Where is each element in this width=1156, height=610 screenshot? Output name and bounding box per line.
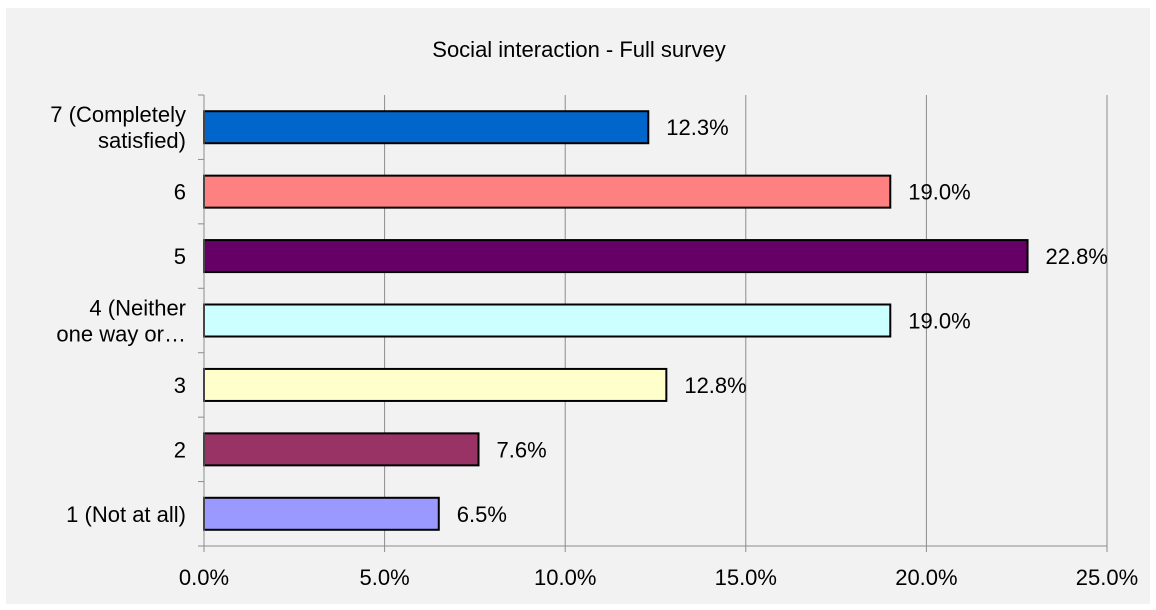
labels: 0.0% 5.0% 10.0% 15.0% 20.0% 25.0% 12.3% 7 (Comp…	[50, 102, 1138, 590]
x-tick-label: 25.0%	[1076, 565, 1138, 590]
bar	[203, 496, 440, 531]
category-label-line: 1 (Not at all)	[66, 502, 186, 527]
category-label-line: one way or…	[56, 322, 186, 347]
bar	[203, 174, 892, 209]
data-label: 6.5%	[457, 502, 507, 527]
data-label: 7.6%	[497, 437, 547, 462]
category-label-line: 3	[174, 373, 186, 398]
category-label: 2	[174, 437, 186, 462]
data-label: 19.0%	[908, 180, 970, 205]
category-label: 1 (Not at all)	[66, 502, 186, 527]
x-tick-label: 5.0%	[360, 565, 410, 590]
bars	[203, 110, 1029, 531]
x-tick-label: 20.0%	[895, 565, 957, 590]
category-label-line: 5	[174, 244, 186, 269]
bar	[203, 367, 668, 402]
data-label: 22.8%	[1046, 244, 1108, 269]
category-label-line: 2	[174, 437, 186, 462]
category-label-line: 4 (Neither	[89, 296, 186, 321]
bar	[203, 303, 892, 338]
x-tick-label: 15.0%	[715, 565, 777, 590]
bar	[203, 110, 650, 145]
category-label: 7 (Completely satisfied)	[50, 102, 186, 153]
category-label-line: 6	[174, 180, 186, 205]
category-label: 3	[174, 373, 186, 398]
chart-area: Social interaction - Full survey 0.0% 5.0…	[6, 8, 1150, 604]
category-label: 4 (Neither one way or…	[56, 296, 186, 347]
category-label: 5	[174, 244, 186, 269]
category-label-line: satisfied)	[98, 128, 186, 153]
data-label: 19.0%	[908, 309, 970, 334]
x-tick-label: 0.0%	[179, 565, 229, 590]
bar-chart: Social interaction - Full survey 0.0% 5.0…	[50, 37, 1138, 590]
data-label: 12.8%	[684, 373, 746, 398]
category-label: 6	[174, 180, 186, 205]
x-tick-label: 10.0%	[534, 565, 596, 590]
bar	[203, 239, 1029, 274]
bar	[203, 432, 480, 467]
chart-title: Social interaction - Full survey	[432, 37, 725, 62]
category-label-line: 7 (Completely	[50, 102, 186, 127]
axes	[198, 94, 1108, 552]
data-label: 12.3%	[666, 115, 728, 140]
